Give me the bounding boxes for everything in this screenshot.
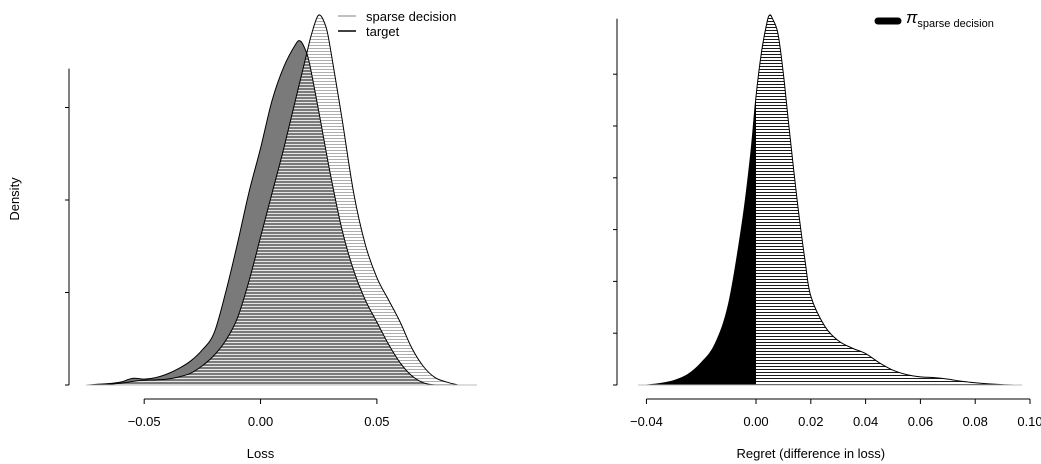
left-legend: sparse decision target	[338, 9, 456, 39]
regret-density-chart: −0.04 0.00 0.02 0.04 0.06 0.08 0.10 Regret (di…	[613, 8, 1041, 461]
legend-label-target: target	[366, 24, 400, 39]
series-area-negative-regret	[646, 96, 757, 385]
legend-label-sparse-decision: sparse decision	[366, 9, 456, 24]
legend-pi-symbol: π	[906, 8, 918, 27]
x-tick-label: 0.08	[963, 414, 988, 429]
left-x-ticks: −0.05 0.00 0.05	[128, 399, 390, 429]
series-line-target	[85, 40, 436, 386]
x-tick-label: −0.04	[630, 414, 663, 429]
legend-label-pi-sparse-decision: πsparse decision	[906, 8, 994, 30]
series-area-positive-regret	[756, 14, 1017, 385]
right-y-ticks	[613, 73, 617, 386]
x-tick-label: 0.02	[798, 414, 823, 429]
right-x-axis-label: Regret (difference in loss)	[737, 446, 886, 461]
series-overlap-region	[102, 40, 436, 385]
x-tick-label: 0.00	[743, 414, 768, 429]
right-x-ticks: −0.04 0.00 0.02 0.04 0.06 0.08 0.10	[630, 399, 1041, 429]
right-legend: πsparse decision	[874, 8, 994, 30]
legend-pi-subscript: sparse decision	[917, 18, 993, 30]
series-line-sparse-decision	[102, 14, 459, 386]
x-tick-label: 0.05	[364, 414, 389, 429]
left-y-ticks	[65, 107, 69, 386]
x-tick-label: 0.00	[248, 414, 273, 429]
x-tick-label: 0.04	[853, 414, 878, 429]
left-x-axis-label: Loss	[247, 446, 275, 461]
x-tick-label: 0.10	[1017, 414, 1041, 429]
x-tick-label: 0.06	[908, 414, 933, 429]
left-plot-area	[85, 14, 459, 386]
left-y-axis-label: Density	[7, 177, 22, 221]
x-tick-label: −0.05	[128, 414, 161, 429]
series-line-pi-sparse-decision	[646, 14, 1017, 386]
loss-density-chart: −0.05 0.00 0.05 Loss Density sparse decisi…	[7, 9, 477, 461]
right-plot-area	[646, 14, 1017, 386]
